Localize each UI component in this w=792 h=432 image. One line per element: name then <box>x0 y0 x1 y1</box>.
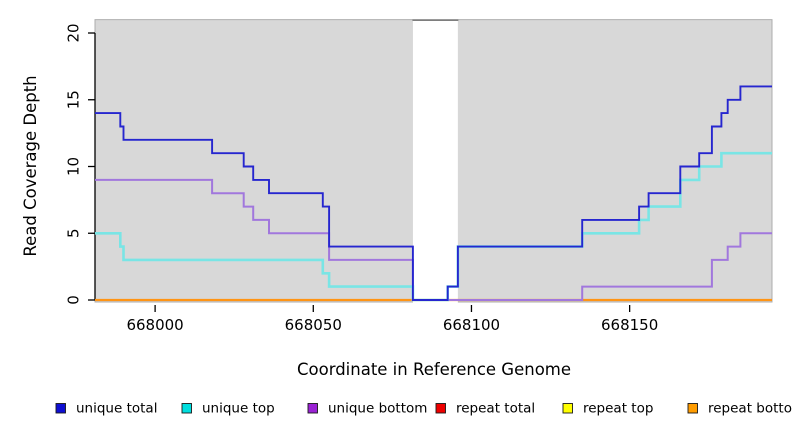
x-tick-label: 668150 <box>601 316 658 334</box>
legend-swatch-unique-top <box>181 403 192 414</box>
uncovered-gap-region <box>412 20 458 306</box>
y-tick-label: 10 <box>65 157 83 176</box>
plot-background <box>94 19 773 306</box>
series-lines <box>95 85 772 302</box>
legend-label-unique-bottom: unique bottom <box>328 401 427 417</box>
legend-swatch-repeat-top <box>562 403 573 414</box>
legend-label-unique-total: unique total <box>76 401 157 417</box>
legend-swatch-unique-total <box>55 403 66 414</box>
x-tick-label: 668100 <box>443 316 500 334</box>
x-axis-title: Coordinate in Reference Genome <box>297 360 571 379</box>
legend-label-unique-top: unique top <box>202 401 275 417</box>
x-tick-label: 668000 <box>126 316 183 334</box>
axes: 0 5 10 15 20 668000 668050 668100 668150 <box>65 23 659 334</box>
legend-label-repeat-bottom: repeat bottom <box>708 401 792 417</box>
y-tick-label: 0 <box>65 295 83 305</box>
x-tick-label: 668050 <box>285 316 342 334</box>
y-axis-title: Read Coverage Depth <box>21 75 40 256</box>
legend-swatch-unique-bottom <box>307 403 318 414</box>
series-line-unique-total <box>95 85 772 301</box>
legend-label-repeat-total: repeat total <box>456 401 535 417</box>
y-tick-label: 15 <box>65 90 83 109</box>
legend-swatch-repeat-bottom <box>687 403 698 414</box>
legend: unique total unique top unique bottom repea… <box>55 401 792 417</box>
y-tick-label: 20 <box>65 23 83 42</box>
series-line-unique-bottom <box>95 178 772 301</box>
legend-label-repeat-top: repeat top <box>583 401 653 417</box>
y-tick-label: 5 <box>65 228 83 238</box>
legend-swatch-repeat-total <box>435 403 446 414</box>
